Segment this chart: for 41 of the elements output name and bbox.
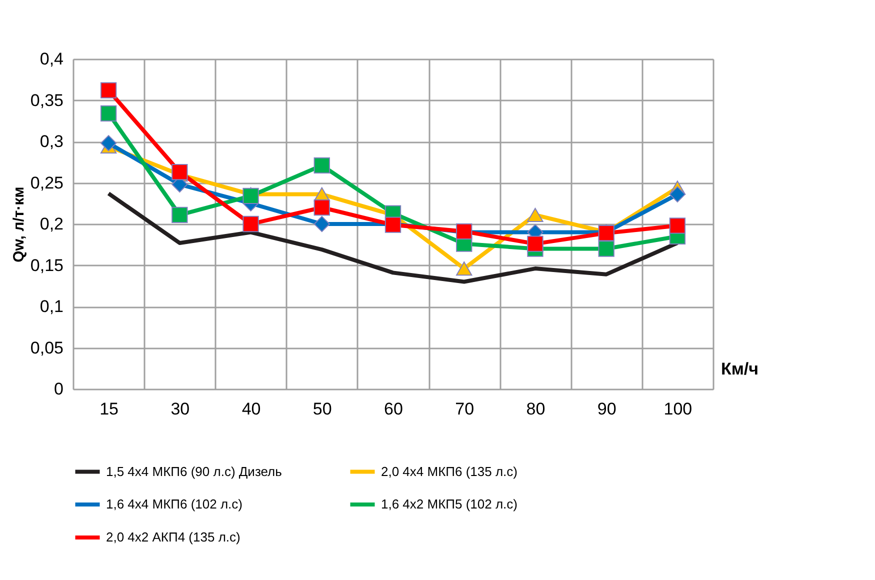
point xyxy=(242,216,259,232)
legend-label: 2,0 4x2 АКП4 (135 л.с) xyxy=(106,530,240,544)
point xyxy=(527,208,544,222)
point xyxy=(172,164,188,180)
legend-label: 1,6 4x4 МКП6 (102 л.с) xyxy=(106,496,242,512)
x-tick-label: 15 xyxy=(100,400,119,418)
x-axis-title: Км/ч xyxy=(720,360,758,378)
point xyxy=(669,186,686,202)
legend-label: 2,0 4x4 МКП6 (135 л.с) xyxy=(381,464,518,479)
y-tick-label: 0,2 xyxy=(40,214,64,234)
x-tick-label: 30 xyxy=(170,400,190,418)
point xyxy=(242,188,259,204)
y-tick-label: 0,25 xyxy=(30,173,64,192)
point xyxy=(314,216,330,232)
legend-label: 1,5 4x4 МКП6 (90 л.с) Дизель xyxy=(106,464,282,479)
point xyxy=(456,261,472,276)
y-tick-label: 0,05 xyxy=(30,338,64,358)
y-tick-label: 0,35 xyxy=(30,90,64,110)
point xyxy=(669,218,686,234)
y-tick-label: 0,1 xyxy=(40,297,64,316)
y-tick-label: 0,4 xyxy=(40,50,64,68)
point xyxy=(100,105,117,122)
legend-label: 1,6 4x2 МКП5 (102 л.с) xyxy=(381,496,518,512)
point xyxy=(314,199,330,216)
x-tick-label: 40 xyxy=(242,400,261,418)
x-tick-label: 90 xyxy=(597,400,616,418)
point xyxy=(172,206,188,224)
point xyxy=(100,82,117,98)
y-tick-label: 0 xyxy=(54,380,64,398)
y-axis-title: Qw, л/т·км xyxy=(10,186,28,262)
x-tick-label: 80 xyxy=(526,400,546,418)
point xyxy=(100,135,117,152)
point xyxy=(527,236,544,252)
point xyxy=(598,240,614,257)
x-tick-label: 60 xyxy=(384,400,403,418)
y-tick-label: 0,15 xyxy=(30,256,64,275)
x-tick-label: 50 xyxy=(312,400,332,418)
point xyxy=(314,157,330,174)
y-tick-label: 0,3 xyxy=(40,132,64,151)
x-tick-label: 70 xyxy=(455,400,474,418)
x-tick-label: 100 xyxy=(664,400,692,418)
